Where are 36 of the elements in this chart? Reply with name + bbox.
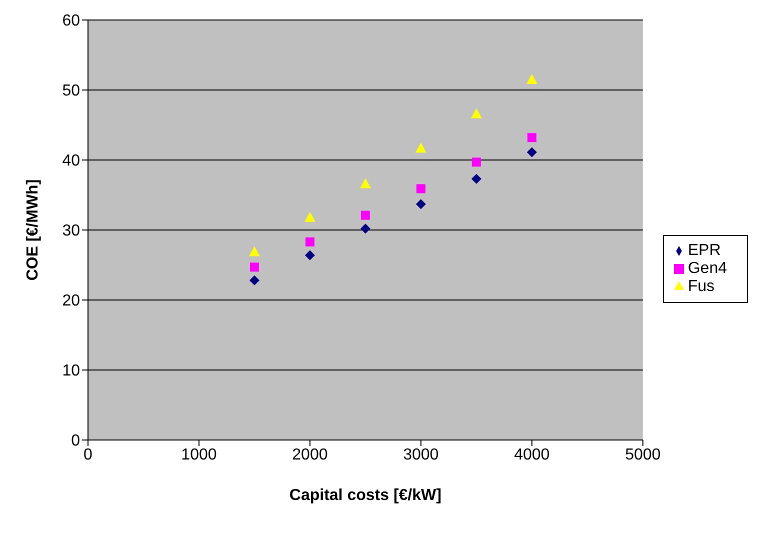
point <box>472 158 481 167</box>
point <box>304 250 315 260</box>
point <box>526 147 537 158</box>
y-tick-label: 10 <box>62 362 80 380</box>
point <box>360 210 370 220</box>
legend-label: Fus <box>688 278 715 295</box>
point <box>360 224 370 234</box>
point <box>415 142 426 153</box>
y-tick-label: 0 <box>71 432 80 450</box>
legend-label: EPR <box>688 242 721 259</box>
point <box>249 275 260 286</box>
y-tick-label: 40 <box>62 152 80 170</box>
point <box>470 108 482 118</box>
y-tick-label: 20 <box>62 292 80 310</box>
x-tick-label: 0 <box>84 446 93 464</box>
point <box>527 133 536 142</box>
y-tick-label: 30 <box>62 222 80 240</box>
y-tick-label: 60 <box>62 12 80 30</box>
x-tick-label: 4000 <box>514 446 550 464</box>
x-tick-label: 1000 <box>181 446 217 464</box>
point <box>360 178 371 188</box>
point <box>250 262 259 272</box>
point <box>304 212 316 222</box>
point <box>471 174 482 184</box>
y-axis-title: COE [€/MWh] <box>24 179 42 281</box>
y-tick-label: 50 <box>62 82 80 100</box>
point <box>305 237 314 246</box>
point <box>526 74 538 84</box>
point <box>248 246 260 256</box>
legend-label: Gen4 <box>688 260 727 277</box>
point <box>416 199 426 210</box>
point <box>416 184 426 194</box>
x-tick-label: 5000 <box>625 446 661 464</box>
x-tick-label: 3000 <box>403 446 439 464</box>
x-axis-title: Capital costs [€/kW] <box>289 487 442 504</box>
x-tick-label: 2000 <box>292 446 328 464</box>
